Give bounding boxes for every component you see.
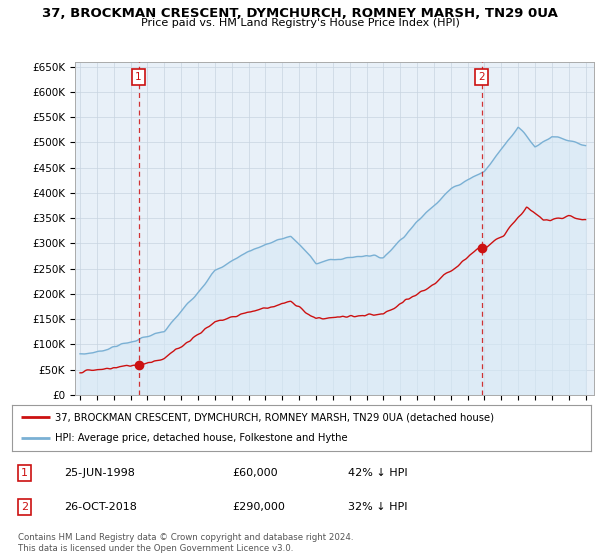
Text: 37, BROCKMAN CRESCENT, DYMCHURCH, ROMNEY MARSH, TN29 0UA (detached house): 37, BROCKMAN CRESCENT, DYMCHURCH, ROMNEY… xyxy=(55,412,494,422)
Text: 32% ↓ HPI: 32% ↓ HPI xyxy=(348,502,407,512)
Text: £290,000: £290,000 xyxy=(232,502,285,512)
Text: 2: 2 xyxy=(21,502,28,512)
Text: 42% ↓ HPI: 42% ↓ HPI xyxy=(348,468,407,478)
Text: 2: 2 xyxy=(478,72,485,82)
Text: Price paid vs. HM Land Registry's House Price Index (HPI): Price paid vs. HM Land Registry's House … xyxy=(140,18,460,29)
Text: 1: 1 xyxy=(21,468,28,478)
Text: 26-OCT-2018: 26-OCT-2018 xyxy=(64,502,137,512)
Text: £60,000: £60,000 xyxy=(232,468,278,478)
Text: 1: 1 xyxy=(135,72,142,82)
Text: HPI: Average price, detached house, Folkestone and Hythe: HPI: Average price, detached house, Folk… xyxy=(55,433,348,444)
Text: Contains HM Land Registry data © Crown copyright and database right 2024.
This d: Contains HM Land Registry data © Crown c… xyxy=(18,533,353,553)
Text: 25-JUN-1998: 25-JUN-1998 xyxy=(64,468,135,478)
Text: 37, BROCKMAN CRESCENT, DYMCHURCH, ROMNEY MARSH, TN29 0UA: 37, BROCKMAN CRESCENT, DYMCHURCH, ROMNEY… xyxy=(42,7,558,20)
